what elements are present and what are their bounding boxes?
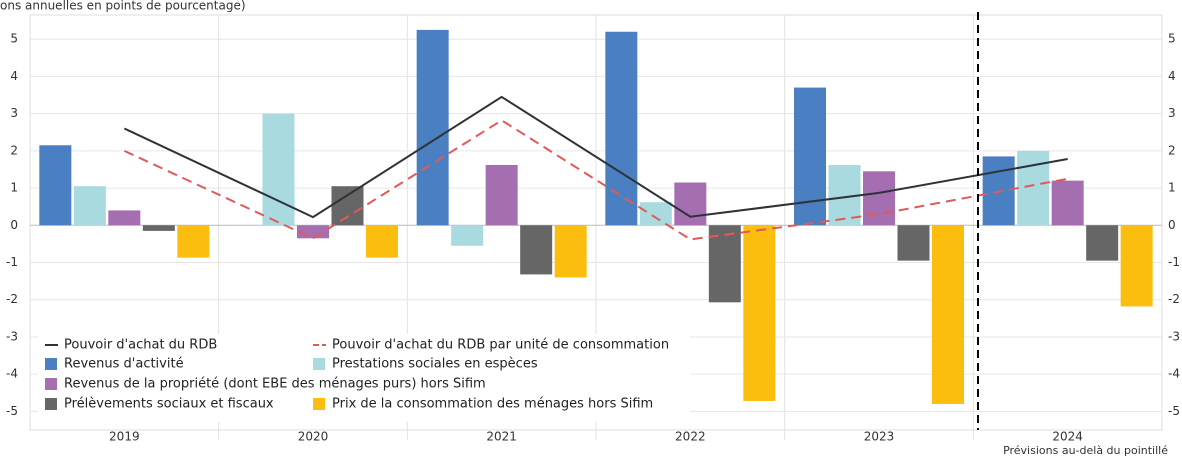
y-tick-label: -5 <box>6 404 18 418</box>
legend-label: Prélèvements sociaux et fiscaux <box>64 397 274 412</box>
y2-tick-label: 3 <box>1168 106 1176 120</box>
x-tick-label: 2021 <box>486 430 517 444</box>
legend-swatch <box>45 398 57 410</box>
bar <box>932 225 964 404</box>
bar <box>605 31 638 226</box>
y2-tick-label: -1 <box>1168 255 1180 269</box>
y2-tick-label: 0 <box>1168 218 1176 232</box>
y-tick-label: 0 <box>10 218 18 232</box>
bar <box>73 186 106 226</box>
forecast-note: Prévisions au-delà du pointillé <box>1003 444 1168 456</box>
y-tick-label: -3 <box>6 329 18 343</box>
bar <box>1086 225 1119 261</box>
bar <box>485 164 518 226</box>
x-tick-label: 2024 <box>1052 430 1083 444</box>
bar <box>743 225 776 401</box>
y2-tick-label: 1 <box>1168 181 1176 195</box>
legend-swatch <box>45 378 57 390</box>
legend-label: Pouvoir d'achat du RDB par unité de cons… <box>332 338 669 353</box>
bar <box>1051 180 1084 226</box>
y2-tick-label: -5 <box>1168 404 1180 418</box>
bar <box>331 186 364 226</box>
y-tick-label: -2 <box>6 292 18 306</box>
bar <box>262 113 295 226</box>
y2-tick-label: -4 <box>1168 367 1180 381</box>
x-tick-label: 2022 <box>675 430 706 444</box>
legend-swatch <box>45 358 57 370</box>
bar <box>674 182 707 226</box>
line-series <box>123 95 1068 219</box>
bar <box>366 225 398 258</box>
bar <box>1017 150 1050 226</box>
bar <box>1120 225 1153 307</box>
legend-label: Pouvoir d'achat du RDB <box>64 338 217 353</box>
y-tick-label: -1 <box>6 255 18 269</box>
x-tick-label: 2020 <box>298 430 329 444</box>
y-tick-label: 5 <box>10 32 18 46</box>
legend: Pouvoir d'achat du RDB Pouvoir d'achat du… <box>38 334 690 422</box>
y2-tick-label: -3 <box>1168 329 1180 343</box>
bar <box>794 87 826 226</box>
legend-label: Revenus de la propriété (dont EBE des mé… <box>64 377 486 392</box>
bar <box>520 225 553 275</box>
legend-label: Prix de la consommation des ménages hors… <box>332 397 653 412</box>
x-tick-label: 2023 <box>864 430 895 444</box>
y-tick-label: -4 <box>6 367 18 381</box>
legend-swatch <box>313 398 325 410</box>
y2-tick-label: -2 <box>1168 292 1180 306</box>
bar <box>39 145 72 226</box>
y-tick-label: 1 <box>10 181 18 195</box>
bar <box>416 29 449 226</box>
bar <box>451 225 484 246</box>
y2-tick-label: 4 <box>1168 69 1176 83</box>
legend-label: Prestations sociales en espèces <box>332 357 538 372</box>
legend-swatch <box>313 358 325 370</box>
bar <box>108 210 141 226</box>
y-tick-label: 4 <box>10 69 18 83</box>
y-tick-label: 2 <box>10 143 18 157</box>
bar <box>177 225 210 258</box>
y2-tick-label: 2 <box>1168 143 1176 157</box>
legend-box <box>38 334 690 422</box>
bar <box>554 225 587 278</box>
bar <box>639 202 672 226</box>
x-tick-label: 2019 <box>109 430 140 444</box>
bar <box>897 225 930 261</box>
chart-title: ons annuelles en points de pourcentage) <box>0 0 246 13</box>
legend-label: Revenus d'activité <box>64 357 184 372</box>
bar <box>297 225 329 239</box>
y2-tick-label: 5 <box>1168 32 1176 46</box>
bar <box>142 225 175 231</box>
y-tick-label: 3 <box>10 106 18 120</box>
bar <box>708 225 741 303</box>
bar <box>863 171 895 226</box>
